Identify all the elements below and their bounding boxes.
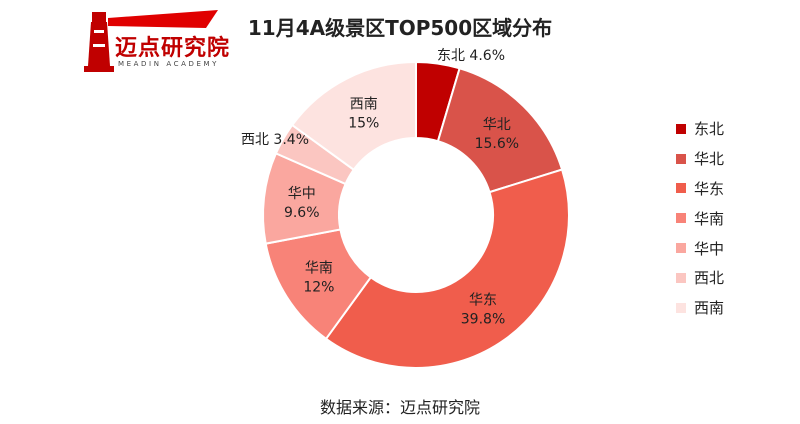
legend-item: 华南 bbox=[676, 203, 724, 233]
legend-label: 华南 bbox=[694, 209, 725, 228]
chart-legend: 东北华北华东华南华中西北西南 bbox=[676, 114, 724, 323]
slice-华东 bbox=[324, 168, 570, 369]
logo-text: 迈点研究院 bbox=[115, 36, 231, 61]
data-source: 数据来源：迈点研究院 bbox=[319, 398, 480, 417]
legend-label: 华东 bbox=[694, 179, 725, 198]
legend-label: 西北 bbox=[694, 269, 725, 288]
legend-label: 华中 bbox=[694, 239, 725, 258]
chart-title: 11月4A级景区TOP500区域分布 bbox=[247, 16, 553, 40]
legend-item: 华中 bbox=[676, 233, 724, 263]
slice-category-label: 华北 bbox=[483, 117, 511, 133]
slice-value-label: 9.6% bbox=[284, 205, 320, 221]
legend-label: 华北 bbox=[694, 150, 725, 169]
slice-category-label: 西南 bbox=[350, 97, 378, 113]
legend-swatch bbox=[676, 213, 686, 224]
slice-outside-label: 西北 3.4% bbox=[241, 132, 309, 148]
legend-swatch bbox=[676, 302, 686, 313]
legend-item: 华北 bbox=[676, 144, 724, 174]
lighthouse-icon bbox=[84, 10, 218, 72]
slice-西南 bbox=[290, 60, 417, 172]
legend-swatch bbox=[676, 153, 686, 164]
legend-item: 华东 bbox=[676, 174, 724, 204]
slice-category-label: 华中 bbox=[288, 186, 316, 202]
legend-swatch bbox=[676, 243, 686, 254]
legend-item: 东北 bbox=[676, 114, 724, 144]
legend-label: 东北 bbox=[694, 120, 725, 139]
logo bbox=[78, 6, 228, 78]
slice-outside-label: 东北 4.6% bbox=[437, 48, 505, 64]
legend-swatch bbox=[676, 123, 686, 134]
legend-swatch bbox=[676, 183, 686, 194]
slice-value-label: 12% bbox=[303, 280, 334, 296]
slice-category-label: 华南 bbox=[305, 261, 333, 277]
slice-value-label: 39.8% bbox=[461, 311, 505, 327]
slice-value-label: 15.6% bbox=[475, 136, 519, 152]
logo-subtitle: MEADIN ACADEMY bbox=[118, 60, 220, 68]
legend-item: 西北 bbox=[676, 263, 724, 293]
legend-label: 西南 bbox=[694, 299, 725, 318]
legend-swatch bbox=[676, 272, 686, 283]
legend-item: 西南 bbox=[676, 293, 724, 323]
slice-category-label: 华东 bbox=[469, 292, 497, 308]
slice-value-label: 15% bbox=[348, 116, 379, 132]
